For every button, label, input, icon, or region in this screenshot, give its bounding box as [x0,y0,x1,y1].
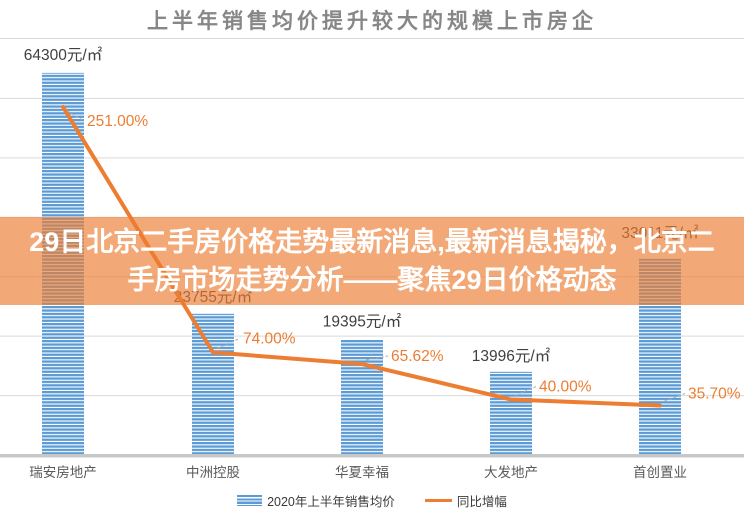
x-axis-line [0,454,744,458]
legend-item-avg-price: 2020年上半年销售均价 [237,491,395,510]
percent-label: 251.00% [87,113,148,130]
leader-line [365,355,389,361]
category-label-3: 华夏幸福 [335,465,389,480]
leader-line [514,386,537,396]
legend-item-yoy-growth: 同比增幅 [424,491,507,510]
news-overlay-banner: 29日北京二手房价格走势最新消息,最新消息揭秘，北京二 手房市场走势分析——聚焦… [0,217,744,305]
chart-legend: 2020年上半年销售均价 同比增幅 [0,491,744,510]
bar-series-swatch-icon [237,495,263,506]
leader-line [663,393,686,402]
percent-label: 35.70% [688,385,741,402]
line-series-swatch-icon [424,498,452,503]
bar-中洲控股 [192,313,234,455]
bar-value-label: 13996元/㎡ [472,347,551,365]
legend-label-yoy-growth: 同比增幅 [456,495,507,509]
category-label-4: 大发地产 [484,465,538,480]
category-label-2: 中洲控股 [186,465,240,480]
legend-label-avg-price: 2020年上半年销售均价 [267,495,395,509]
leader-line [66,110,85,122]
category-label-5: 首创置业 [633,465,687,480]
percent-label: 74.00% [243,330,296,347]
bar-大发地产 [490,371,532,455]
chart-title: 上半年销售均价提升较大的规模上市房企 [147,9,597,33]
overlay-text-line-2: 手房市场走势分析——聚焦29日价格动态 [127,265,617,295]
bar-value-label: 64300元/㎡ [24,46,103,64]
category-label-1: 瑞安房地产 [29,465,97,480]
bar-value-label: 19395元/㎡ [323,313,402,331]
leader-line [216,337,241,349]
percent-label: 65.62% [391,348,444,365]
overlay-text-line-1: 29日北京二手房价格走势最新消息,最新消息揭秘，北京二 [29,227,715,257]
percent-label: 40.00% [539,379,592,396]
bar-华夏幸福 [341,339,383,455]
